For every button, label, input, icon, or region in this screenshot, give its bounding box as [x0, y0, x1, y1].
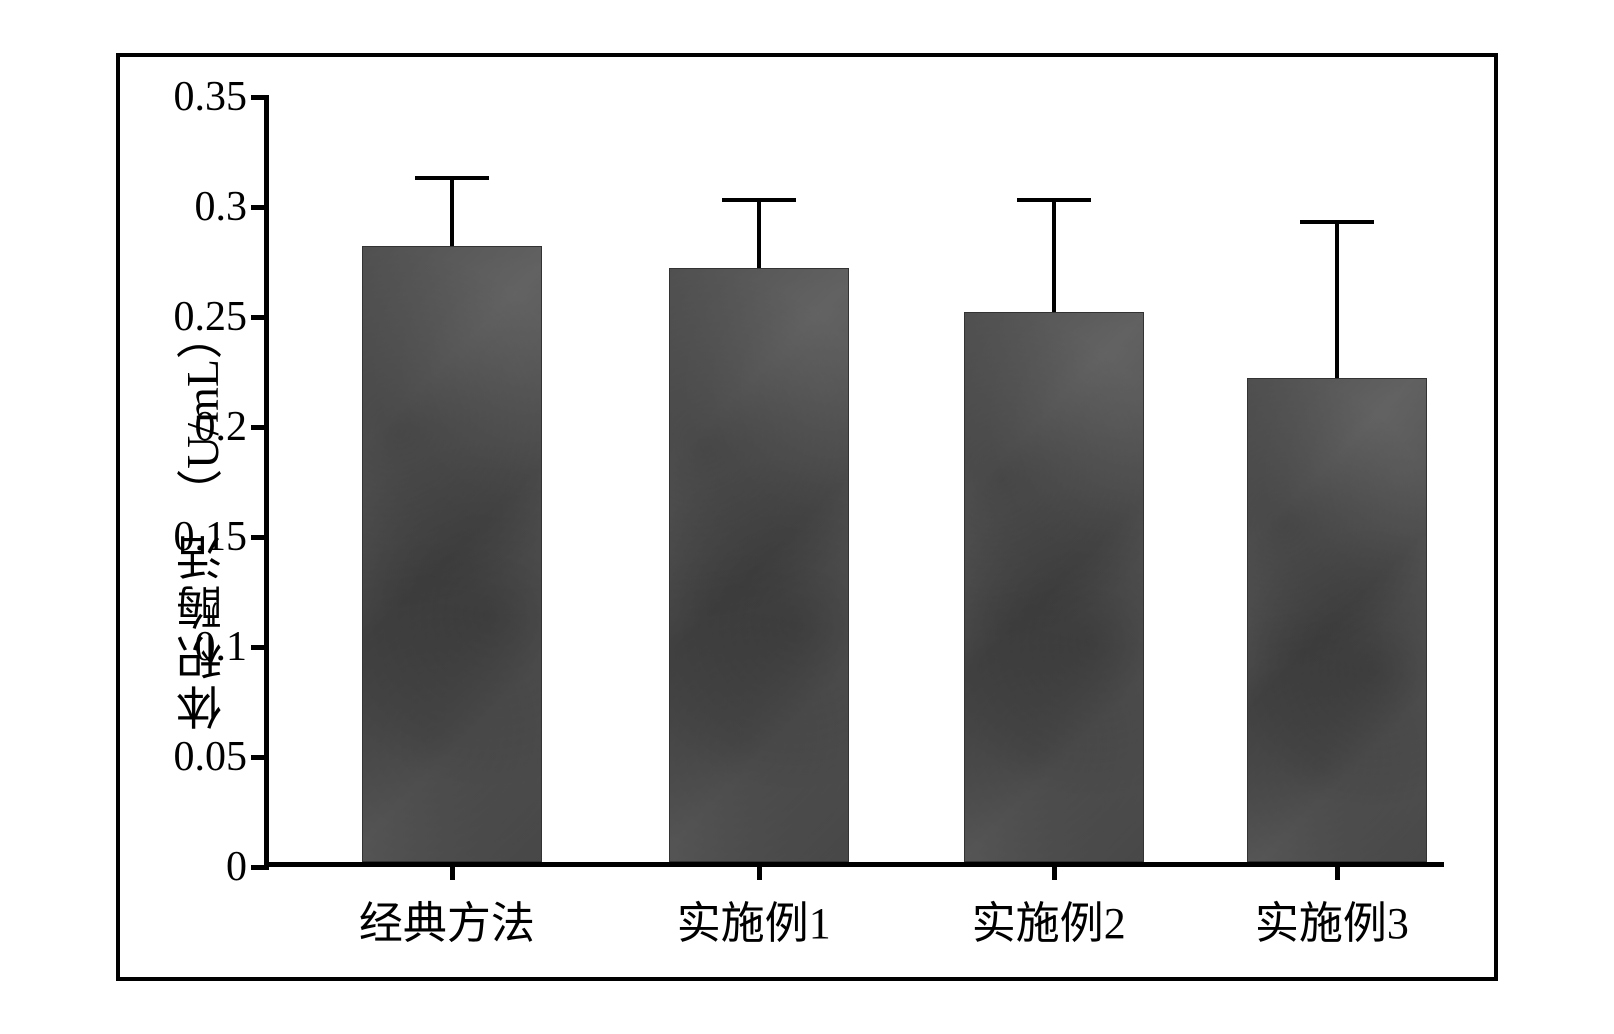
y-tick-label: 0.1: [195, 623, 248, 671]
chart-frame: 体积酶活 （U/mL） 00.050.10.150.20.250.30.35 经…: [116, 53, 1498, 981]
bar: [964, 312, 1144, 862]
y-tick: [251, 645, 269, 650]
y-tick: [251, 315, 269, 320]
x-axis-label: 经典方法: [359, 887, 535, 951]
y-tick-label: 0.35: [174, 73, 248, 121]
x-axis-label: 实施例2: [972, 887, 1126, 951]
chart-container: 体积酶活 （U/mL） 00.050.10.150.20.250.30.35 经…: [170, 97, 1444, 947]
axes: 00.050.10.150.20.250.30.35: [264, 97, 1444, 867]
x-axis-labels: 经典方法实施例1实施例2实施例3: [264, 867, 1444, 947]
y-tick-label: 0.05: [174, 733, 248, 781]
y-tick-label: 0.15: [174, 513, 248, 561]
x-axis-label: 实施例3: [1255, 887, 1409, 951]
bar: [362, 246, 542, 862]
y-tick-label: 0.3: [195, 183, 248, 231]
y-tick: [251, 95, 269, 100]
y-tick: [251, 205, 269, 210]
y-tick-label: 0.2: [195, 403, 248, 451]
x-axis-label: 实施例1: [677, 887, 831, 951]
plot-area: 00.050.10.150.20.250.30.35 经典方法实施例1实施例2实…: [264, 97, 1444, 947]
bar: [669, 268, 849, 862]
bar: [1247, 378, 1427, 862]
y-tick: [251, 425, 269, 430]
bars-layer: [269, 97, 1444, 862]
y-tick: [251, 535, 269, 540]
y-tick: [251, 755, 269, 760]
y-tick-label: 0: [226, 843, 247, 891]
y-tick-label: 0.25: [174, 293, 248, 341]
